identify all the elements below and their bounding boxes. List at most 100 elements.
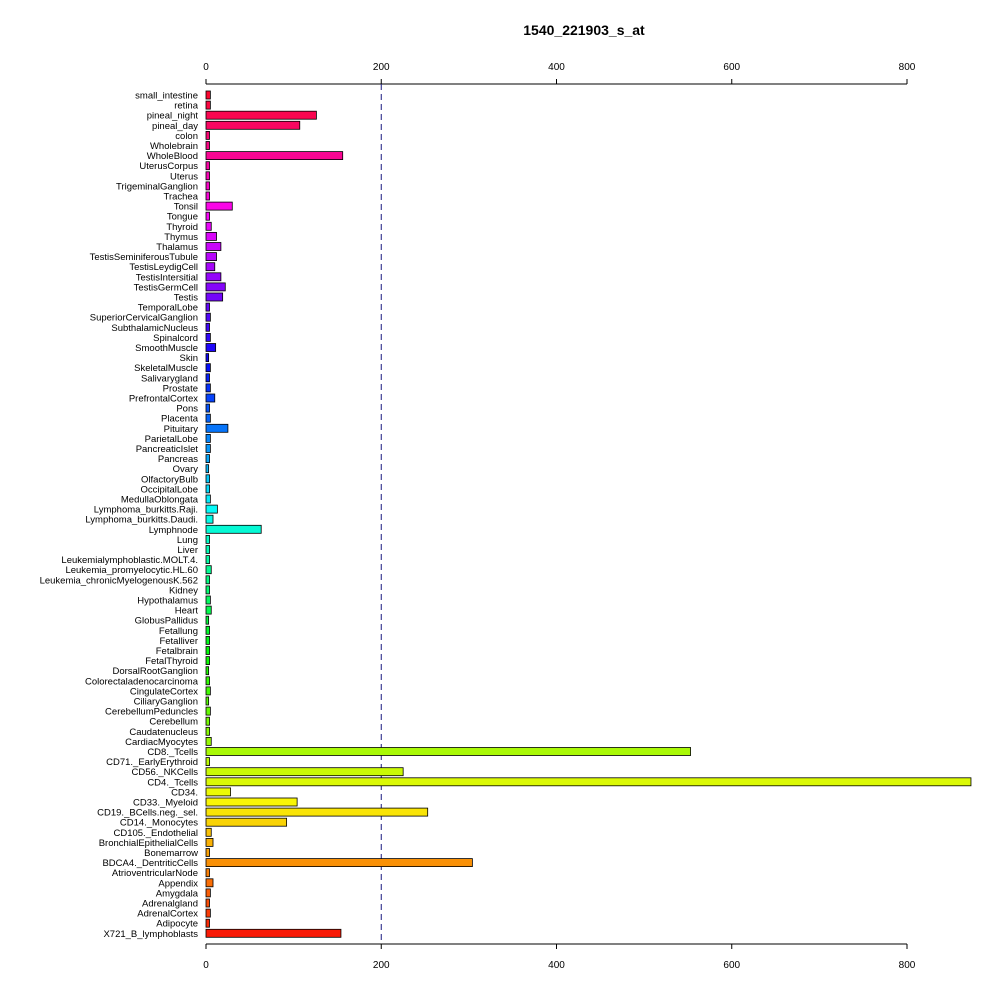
category-label-Prostate: Prostate	[163, 383, 198, 394]
category-label-Thymus: Thymus	[164, 232, 198, 243]
bar-Hypothalamus	[205, 595, 211, 605]
category-label-Spinalcord: Spinalcord	[153, 333, 198, 344]
category-label-Bonemarrow: Bonemarrow	[144, 848, 198, 859]
category-label-TemporalLobe: TemporalLobe	[138, 303, 198, 314]
bar-Lymphoma_burkitts.Raji.	[205, 504, 218, 514]
bar-Leukemia_promyelocytic.HL.60	[205, 565, 212, 575]
bar-CD4._Tcells	[205, 777, 972, 787]
bar-SmoothMuscle	[205, 343, 217, 352]
category-label-Trachea: Trachea	[164, 192, 199, 203]
category-label-Wholebrain: Wholebrain	[150, 141, 198, 152]
category-label-Fetalbrain: Fetalbrain	[156, 646, 198, 657]
category-label-CardiacMyocytes: CardiacMyocytes	[125, 737, 198, 748]
bar-ParietalLobe	[205, 433, 211, 443]
category-label-BDCA4._DentriticCells: BDCA4._DentriticCells	[102, 858, 198, 869]
category-label-SuperiorCervicalGanglion: SuperiorCervicalGanglion	[90, 313, 198, 324]
bar-Pancreas	[205, 454, 210, 464]
category-label-OccipitalLobe: OccipitalLobe	[140, 484, 198, 495]
category-label-Lung: Lung	[177, 535, 198, 546]
category-label-FetalThyroid: FetalThyroid	[145, 656, 198, 667]
category-label-Liver: Liver	[177, 545, 198, 556]
category-label-CD4._Tcells: CD4._Tcells	[147, 777, 198, 788]
bar-AtrioventricularNode	[205, 868, 210, 878]
bottom-tick-label-4: 800	[899, 960, 916, 971]
category-label-Heart: Heart	[175, 606, 199, 617]
category-label-Leukemialymphoblastic.MOLT.4.: Leukemialymphoblastic.MOLT.4.	[61, 555, 198, 566]
bar-PrefrontalCortex	[205, 393, 216, 403]
bar-Leukemia_chronicMyelogenousK.562	[205, 575, 210, 585]
top-tick-label-2: 400	[548, 62, 565, 73]
category-label-WholeBlood: WholeBlood	[147, 151, 198, 162]
bar-CiliaryGanglion	[205, 696, 210, 706]
category-label-Tonsil: Tonsil	[174, 202, 198, 213]
bar-MedullaOblongata	[205, 494, 211, 504]
category-label-TrigeminalGanglion: TrigeminalGanglion	[116, 181, 198, 192]
bar-small_intestine	[205, 90, 211, 100]
bar-Thalamus	[205, 242, 222, 251]
category-labels: small_intestineretinapineal_nightpineal_…	[40, 91, 199, 940]
bar-PancreaticIslet	[205, 444, 211, 453]
bar-Skin	[205, 353, 210, 363]
bar-Pituitary	[205, 423, 229, 433]
category-label-TestisSeminiferousTubule: TestisSeminiferousTubule	[90, 252, 198, 263]
bar-Pons	[205, 403, 210, 413]
bar-Leukemialymphoblastic.MOLT.4.	[205, 555, 210, 564]
bar-Wholebrain	[205, 141, 210, 150]
category-label-Fetalliver: Fetalliver	[159, 636, 198, 647]
bar-OccipitalLobe	[205, 484, 210, 494]
category-label-Fetallung: Fetallung	[159, 626, 198, 637]
bar-Appendix	[205, 878, 214, 888]
bar-CD19._BCells.neg._sel.	[205, 807, 429, 817]
category-label-Placenta: Placenta	[161, 414, 199, 425]
bar-retina	[205, 100, 211, 110]
category-label-OlfactoryBulb: OlfactoryBulb	[141, 474, 198, 485]
bottom-tick-label-1: 200	[373, 960, 390, 971]
bar-WholeBlood	[205, 151, 344, 161]
bar-TrigeminalGanglion	[205, 181, 210, 191]
bar-TestisIntersitial	[205, 272, 222, 282]
category-label-Ovary: Ovary	[173, 464, 199, 475]
bar-Thymus	[205, 231, 217, 241]
category-label-Cerebellum: Cerebellum	[149, 717, 198, 728]
bar-TemporalLobe	[205, 302, 210, 312]
bottom-tick-label-3: 600	[723, 960, 740, 971]
bar-TestisLeydigCell	[205, 262, 216, 272]
bar-DorsalRootGanglion	[205, 666, 210, 676]
bar-Lymphnode	[205, 524, 262, 534]
category-label-CD71._EarlyErythroid: CD71._EarlyErythroid	[106, 757, 198, 768]
bar-Spinalcord	[205, 332, 211, 342]
category-label-AdrenalCortex: AdrenalCortex	[137, 909, 198, 920]
top-tick-label-0: 0	[203, 62, 209, 73]
category-label-BronchialEpithelialCells: BronchialEpithelialCells	[99, 838, 199, 849]
category-label-PancreaticIslet: PancreaticIslet	[136, 444, 199, 455]
category-label-SmoothMuscle: SmoothMuscle	[135, 343, 198, 354]
chart-title: 1540_221903_s_at	[523, 22, 645, 38]
category-label-Testis: Testis	[174, 293, 199, 304]
category-label-Lymphnode: Lymphnode	[149, 525, 198, 536]
category-label-CerebellumPeduncles: CerebellumPeduncles	[105, 707, 198, 718]
bar-Fetallung	[205, 625, 210, 635]
bar-Kidney	[205, 585, 210, 595]
bar-colon	[205, 130, 210, 140]
bar-Prostate	[205, 383, 211, 393]
bar-FetalThyroid	[205, 656, 210, 665]
bars	[205, 90, 972, 938]
bar-pineal_day	[205, 120, 301, 130]
bar-Bonemarrow	[205, 848, 210, 857]
bar-Trachea	[205, 191, 210, 201]
category-label-X721_B_lymphoblasts: X721_B_lymphoblasts	[103, 929, 198, 940]
category-label-Thyroid: Thyroid	[166, 222, 198, 233]
bar-OlfactoryBulb	[205, 474, 210, 484]
category-label-Amygdala: Amygdala	[156, 888, 199, 899]
category-label-pineal_day: pineal_day	[152, 121, 198, 132]
bar-CardiacMyocytes	[205, 737, 212, 746]
bar-Heart	[205, 605, 212, 615]
bar-Ovary	[205, 464, 210, 474]
bar-Uterus	[205, 171, 210, 181]
category-label-Leukemia_chronicMyelogenousK.562: Leukemia_chronicMyelogenousK.562	[40, 575, 198, 586]
bar-CD56._NKCells	[205, 767, 404, 777]
bar-BDCA4._DentriticCells	[205, 858, 473, 867]
axes: 0 0 200 200 400 400 600 600 800 800	[203, 62, 916, 971]
category-label-Lymphoma_burkitts.Raji.: Lymphoma_burkitts.Raji.	[94, 505, 198, 516]
